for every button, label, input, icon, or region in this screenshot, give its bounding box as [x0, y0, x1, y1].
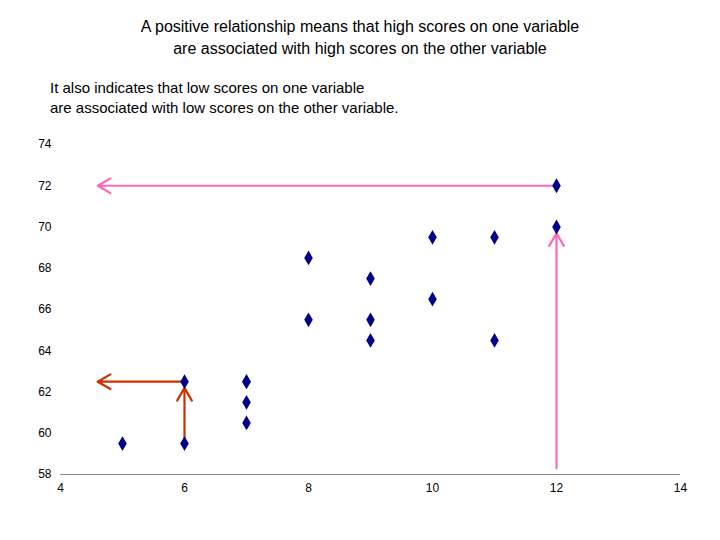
svg-text:4: 4	[57, 481, 64, 495]
svg-text:62: 62	[38, 385, 52, 399]
html-text:A positive relationship means: A positive relationship means that high …	[140, 18, 580, 35]
svg-text:10: 10	[426, 481, 440, 495]
svg-text:68: 68	[38, 261, 52, 275]
svg-text:64: 64	[38, 344, 52, 358]
html-text:It also indicates that low sco: It also indicates that low scores on one…	[50, 79, 365, 96]
svg-text:58: 58	[38, 467, 52, 481]
svg-text:60: 60	[38, 426, 52, 440]
svg-text:74: 74	[38, 137, 52, 151]
svg-text:70: 70	[38, 220, 52, 234]
svg-text:6: 6	[181, 481, 188, 495]
html-text:are associated with high score: are associated with high scores on the o…	[173, 40, 547, 57]
svg-text:12: 12	[550, 481, 564, 495]
svg-text:72: 72	[38, 179, 52, 193]
svg-text:66: 66	[38, 302, 52, 316]
svg-text:14: 14	[674, 481, 688, 495]
svg-text:8: 8	[305, 481, 312, 495]
html-text:are associated with low scores: are associated with low scores on the ot…	[50, 99, 399, 116]
